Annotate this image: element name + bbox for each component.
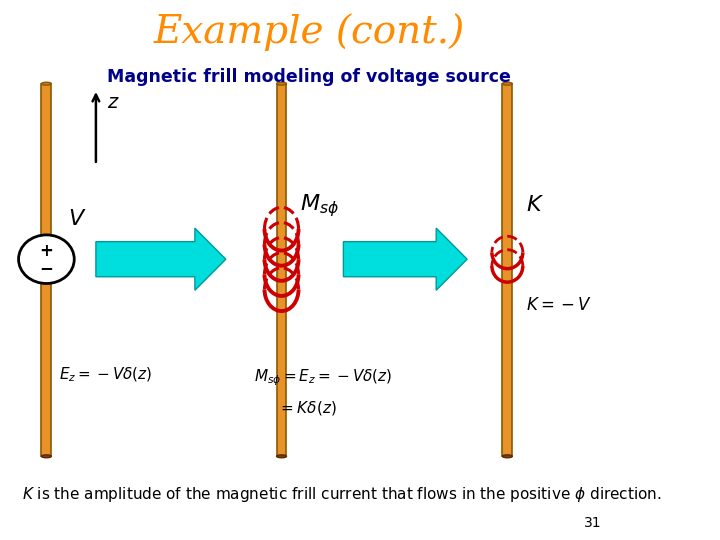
Text: $E_z = -V\delta(z)$: $E_z = -V\delta(z)$ <box>59 366 152 384</box>
Ellipse shape <box>276 455 287 458</box>
Text: $K = -V$: $K = -V$ <box>526 296 592 314</box>
Text: $K$ is the amplitude of the magnetic frill current that flows in the positive $\: $K$ is the amplitude of the magnetic fri… <box>22 484 662 504</box>
Text: Magnetic frill modeling of voltage source: Magnetic frill modeling of voltage sourc… <box>107 68 511 85</box>
Ellipse shape <box>42 455 51 458</box>
Text: Example (cont.): Example (cont.) <box>154 14 465 51</box>
Circle shape <box>19 235 74 284</box>
Text: $V$: $V$ <box>68 208 86 229</box>
FancyArrow shape <box>343 228 467 291</box>
Text: 31: 31 <box>584 516 601 530</box>
Text: $K$: $K$ <box>526 195 544 215</box>
Text: +: + <box>40 241 53 260</box>
Text: $= K\delta(z)$: $= K\delta(z)$ <box>279 399 337 417</box>
FancyArrow shape <box>96 228 226 291</box>
Ellipse shape <box>276 82 287 85</box>
Text: $M_{s\phi} = E_z = -V\delta(z)$: $M_{s\phi} = E_z = -V\delta(z)$ <box>253 368 392 388</box>
Ellipse shape <box>42 82 51 85</box>
Text: $z$: $z$ <box>107 93 120 112</box>
Ellipse shape <box>503 455 513 458</box>
Text: −: − <box>40 259 53 277</box>
Text: $M_{s\phi}$: $M_{s\phi}$ <box>300 192 339 219</box>
Bar <box>276 84 287 456</box>
Bar <box>503 84 513 456</box>
Bar <box>42 84 51 456</box>
Ellipse shape <box>503 82 513 85</box>
